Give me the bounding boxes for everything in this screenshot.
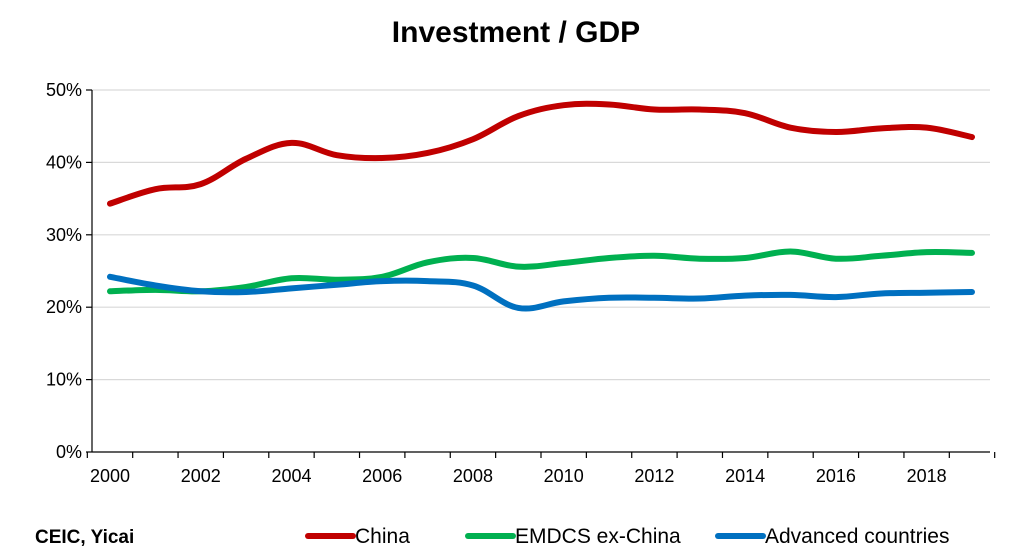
x-tick-label: 2006 [362,466,402,486]
y-tick-label: 50% [46,80,82,100]
x-tick-label: 2016 [816,466,856,486]
x-tick-label: 2014 [725,466,765,486]
legend-item-advanced-countries: Advanced countries [715,525,949,548]
y-tick-label: 30% [46,225,82,245]
x-tick-label: 2008 [453,466,493,486]
chart-title: Investment / GDP [392,16,640,49]
y-tick-label: 20% [46,297,82,317]
x-tick-label: 2004 [271,466,311,486]
legend-label: EMDCS ex-China [515,525,681,548]
x-tick-label: 2002 [181,466,221,486]
series-lines [107,100,975,312]
legend: China EMDCS ex-China Advanced countries [305,525,949,548]
x-tick-label: 2010 [544,466,584,486]
legend-label: Advanced countries [765,525,949,548]
source-label: CEIC, Yicai [35,527,134,548]
legend-item-emdcs-ex-china: EMDCS ex-China [465,525,681,548]
y-tick-label: 0% [56,442,82,462]
axes: 0% 10% 20% 30% 40% 50% 2000 2002 2004 2006 2008 201… [46,80,996,486]
series-line-emdcs-ex-china [107,248,975,295]
x-tick-label: 2018 [907,466,947,486]
legend-label: China [355,525,410,548]
y-tick-label: 10% [46,370,82,390]
series-line-china [107,100,975,207]
series-line-advanced-countries [107,273,975,312]
legend-item-china: China [305,525,410,548]
y-tick-label: 40% [46,152,82,172]
x-tick-label: 2000 [90,466,130,486]
x-tick-label: 2012 [634,466,674,486]
